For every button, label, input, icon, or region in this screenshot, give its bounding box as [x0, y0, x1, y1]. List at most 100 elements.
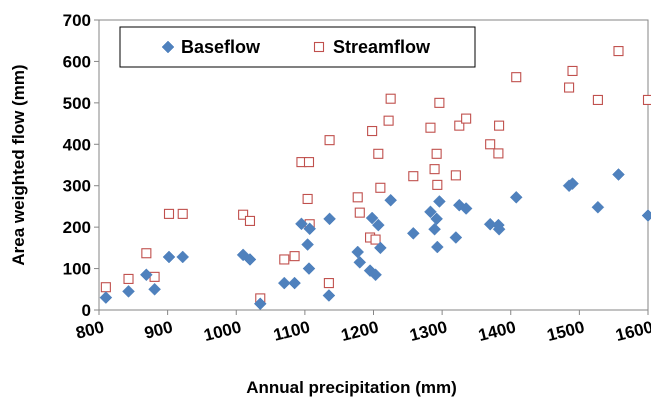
streamflow-point: [429, 164, 440, 175]
streamflow-point: [324, 135, 335, 146]
baseflow-point: [99, 291, 113, 304]
streamflow-point: [303, 157, 315, 168]
baseflow-point: [591, 200, 605, 214]
baseflow-point: [449, 231, 463, 244]
streamflow-point: [592, 94, 603, 106]
baseflow-point: [424, 205, 437, 219]
streamflow-point: [511, 72, 522, 83]
series-streamflow: [100, 46, 651, 304]
streamflow-point: [141, 248, 152, 259]
baseflow-point: [353, 256, 367, 269]
legend-label: Baseflow: [181, 37, 261, 57]
baseflow-point: [371, 218, 385, 232]
y-tick-label: 0: [82, 301, 91, 320]
streamflow-point: [370, 234, 381, 245]
baseflow-point: [509, 190, 523, 204]
baseflow-point: [374, 241, 387, 255]
streamflow-point: [642, 94, 651, 106]
baseflow-point: [139, 268, 153, 282]
y-tick-label: 200: [63, 218, 91, 237]
streamflow-point: [100, 282, 111, 293]
streamflow-point: [432, 179, 443, 190]
data-points: [99, 46, 651, 311]
streamflow-point: [238, 209, 249, 220]
streamflow-point: [289, 251, 300, 262]
streamflow-point: [323, 278, 334, 289]
y-tick-label: 600: [63, 52, 91, 71]
baseflow-point: [148, 282, 161, 296]
baseflow-point: [566, 177, 579, 190]
baseflow-point: [492, 222, 506, 236]
baseflow-point: [288, 276, 301, 290]
x-tick-label: 1200: [339, 317, 380, 345]
x-tick-label: 1100: [271, 317, 311, 344]
baseflow-point: [277, 276, 291, 290]
streamflow-point: [352, 192, 363, 203]
streamflow-point: [383, 115, 394, 126]
streamflow-point: [450, 170, 461, 181]
streamflow-point: [163, 208, 175, 219]
streamflow-point: [493, 148, 504, 159]
baseflow-point: [303, 222, 317, 236]
streamflow-point: [567, 65, 578, 77]
baseflow-point: [384, 193, 398, 207]
streamflow-point: [302, 193, 313, 205]
series-baseflow: [99, 168, 651, 311]
baseflow-point: [243, 253, 257, 266]
y-tick-label: 100: [63, 260, 91, 279]
baseflow-point: [302, 262, 316, 275]
baseflow-point: [365, 211, 379, 225]
legend-box: [119, 26, 476, 68]
streamflow-point: [425, 122, 436, 133]
baseflow-point: [406, 227, 420, 240]
streamflow-point: [613, 46, 624, 57]
x-axis: 800 900 1000 1100 1200 1300 1400 1500 1600: [74, 310, 651, 345]
legend-streamflow-marker: [313, 41, 325, 53]
baseflow-point: [301, 238, 314, 251]
streamflow-point: [177, 208, 188, 219]
baseflow-point: [363, 264, 377, 277]
y-tick-label: 500: [63, 94, 91, 113]
x-tick-label: 800: [74, 317, 106, 342]
baseflow-point: [351, 245, 365, 259]
streamflow-point: [375, 182, 386, 193]
baseflow-point: [295, 217, 308, 231]
legend-label: Streamflow: [333, 37, 431, 57]
streamflow-point: [367, 125, 378, 137]
baseflow-point: [428, 222, 441, 236]
y-tick-label: 300: [63, 177, 91, 196]
streamflow-point: [434, 97, 445, 108]
baseflow-point: [459, 202, 473, 215]
baseflow-point: [483, 217, 497, 231]
x-tick-label: 1500: [545, 317, 586, 345]
x-tick-label: 900: [142, 317, 174, 342]
baseflow-point: [452, 198, 466, 212]
x-axis-title: Annual precipitation (mm): [246, 378, 457, 397]
legend: Baseflow Streamflow: [119, 26, 476, 68]
y-axis: 0 100 200 300 400 500 600 700: [63, 11, 99, 320]
baseflow-point: [236, 248, 250, 262]
streamflow-point: [564, 82, 575, 93]
streamflow-point: [431, 148, 442, 159]
streamflow-point: [494, 120, 505, 131]
baseflow-point: [433, 195, 446, 208]
baseflow-point: [322, 289, 336, 302]
baseflow-point: [122, 285, 135, 298]
streamflow-point: [454, 120, 465, 131]
streamflow-point: [244, 215, 256, 226]
y-tick-label: 400: [63, 135, 91, 154]
x-tick-label: 1000: [202, 317, 243, 345]
streamflow-point: [408, 171, 419, 182]
baseflow-point: [253, 297, 267, 311]
streamflow-point: [279, 254, 290, 265]
y-tick-label: 700: [63, 11, 91, 30]
x-tick-label: 1300: [408, 317, 449, 345]
baseflow-point: [430, 240, 444, 254]
baseflow-point: [641, 209, 651, 222]
baseflow-point: [323, 212, 336, 226]
x-tick-label: 1400: [476, 317, 517, 345]
baseflow-point: [369, 268, 382, 282]
legend-baseflow-marker: [161, 40, 175, 54]
baseflow-point: [612, 168, 625, 181]
